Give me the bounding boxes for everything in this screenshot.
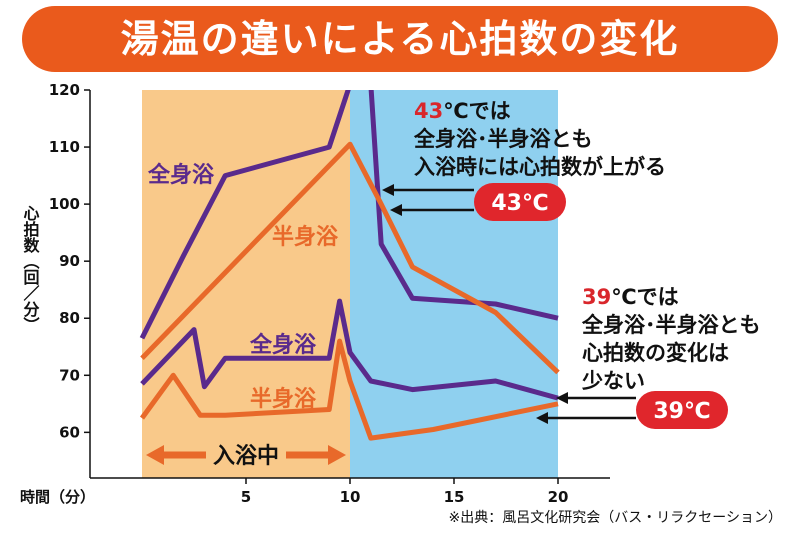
- x-axis-label: 時間（分）: [20, 488, 95, 506]
- series-label-2: 全身浴: [249, 332, 317, 358]
- y-tick-label: 60: [59, 423, 80, 441]
- series-line-3: [139, 338, 559, 441]
- y-tick-label: 110: [49, 138, 80, 156]
- arrow-hot-2-head: [390, 204, 402, 216]
- arrow-warm-1-head: [556, 392, 568, 404]
- y-tick-label: 120: [49, 81, 80, 99]
- annotation-hot-suffix: ℃では: [443, 99, 510, 123]
- arrow-warm-2-head: [536, 412, 548, 424]
- annotation-hot-line-1: 全身浴･半身浴とも: [413, 127, 593, 151]
- series-label-3: 半身浴: [250, 386, 317, 412]
- annotation-hot-line-0: 43℃では: [414, 99, 511, 123]
- badge-hot-text: 43℃: [491, 191, 548, 216]
- bathing-label: 入浴中: [213, 444, 279, 469]
- annotation-hot-temp: 43: [414, 99, 443, 123]
- bathing-label-bg: [206, 439, 286, 471]
- x-tick-label: 5: [241, 488, 251, 506]
- badge-warm-text: 39℃: [653, 399, 710, 424]
- y-tick-label: 100: [49, 195, 80, 213]
- source-note: ※出典：風呂文化研究会（バス・リラクセーション）: [449, 510, 782, 526]
- bathing-arrow-head-right: [328, 445, 346, 465]
- series-label-1: 半身浴: [272, 224, 339, 250]
- annotation-warm-suffix: ℃では: [611, 285, 678, 309]
- y-tick-label: 90: [59, 252, 80, 270]
- badge-warm: [636, 391, 728, 429]
- y-axis-label: 心拍数（回／分）: [21, 205, 40, 333]
- x-tick-label: 10: [340, 488, 361, 506]
- annotation-warm-line-3: 少ない: [581, 369, 645, 393]
- title-banner: [22, 6, 778, 72]
- series-label-0: 全身浴: [147, 162, 215, 188]
- annotations-layer: 43℃では全身浴･半身浴とも入浴時には心拍数が上がる43℃39℃では全身浴･半身…: [382, 99, 782, 526]
- y-tick-label: 70: [59, 366, 80, 384]
- arrow-hot-1-head: [382, 184, 394, 196]
- axes-layer: 60 70 80 90 100 110 120 5 10 15 20 時間（分） 心拍数（回／分）: [20, 81, 610, 506]
- annotation-warm-line-1: 全身浴･半身浴とも: [581, 313, 761, 337]
- annotation-warm-line-0: 39℃では: [582, 285, 679, 309]
- y-tick-label: 80: [59, 309, 80, 327]
- series-layer: [139, 90, 560, 441]
- x-tick-label: 20: [548, 488, 569, 506]
- badge-hot: [474, 183, 566, 221]
- chart-title: 湯温の違いによる心拍数の変化: [120, 17, 680, 61]
- annotation-warm-temp: 39: [582, 285, 611, 309]
- bathing-arrow-head-left: [146, 445, 164, 465]
- x-tick-label: 15: [444, 488, 465, 506]
- series-line-1: [140, 141, 560, 375]
- series-line-0: [139, 90, 559, 340]
- annotation-hot-line-2: 入浴時には心拍数が上がる: [414, 155, 666, 179]
- series-line-2: [140, 298, 559, 401]
- annotation-warm-line-2: 心拍数の変化は: [582, 341, 729, 365]
